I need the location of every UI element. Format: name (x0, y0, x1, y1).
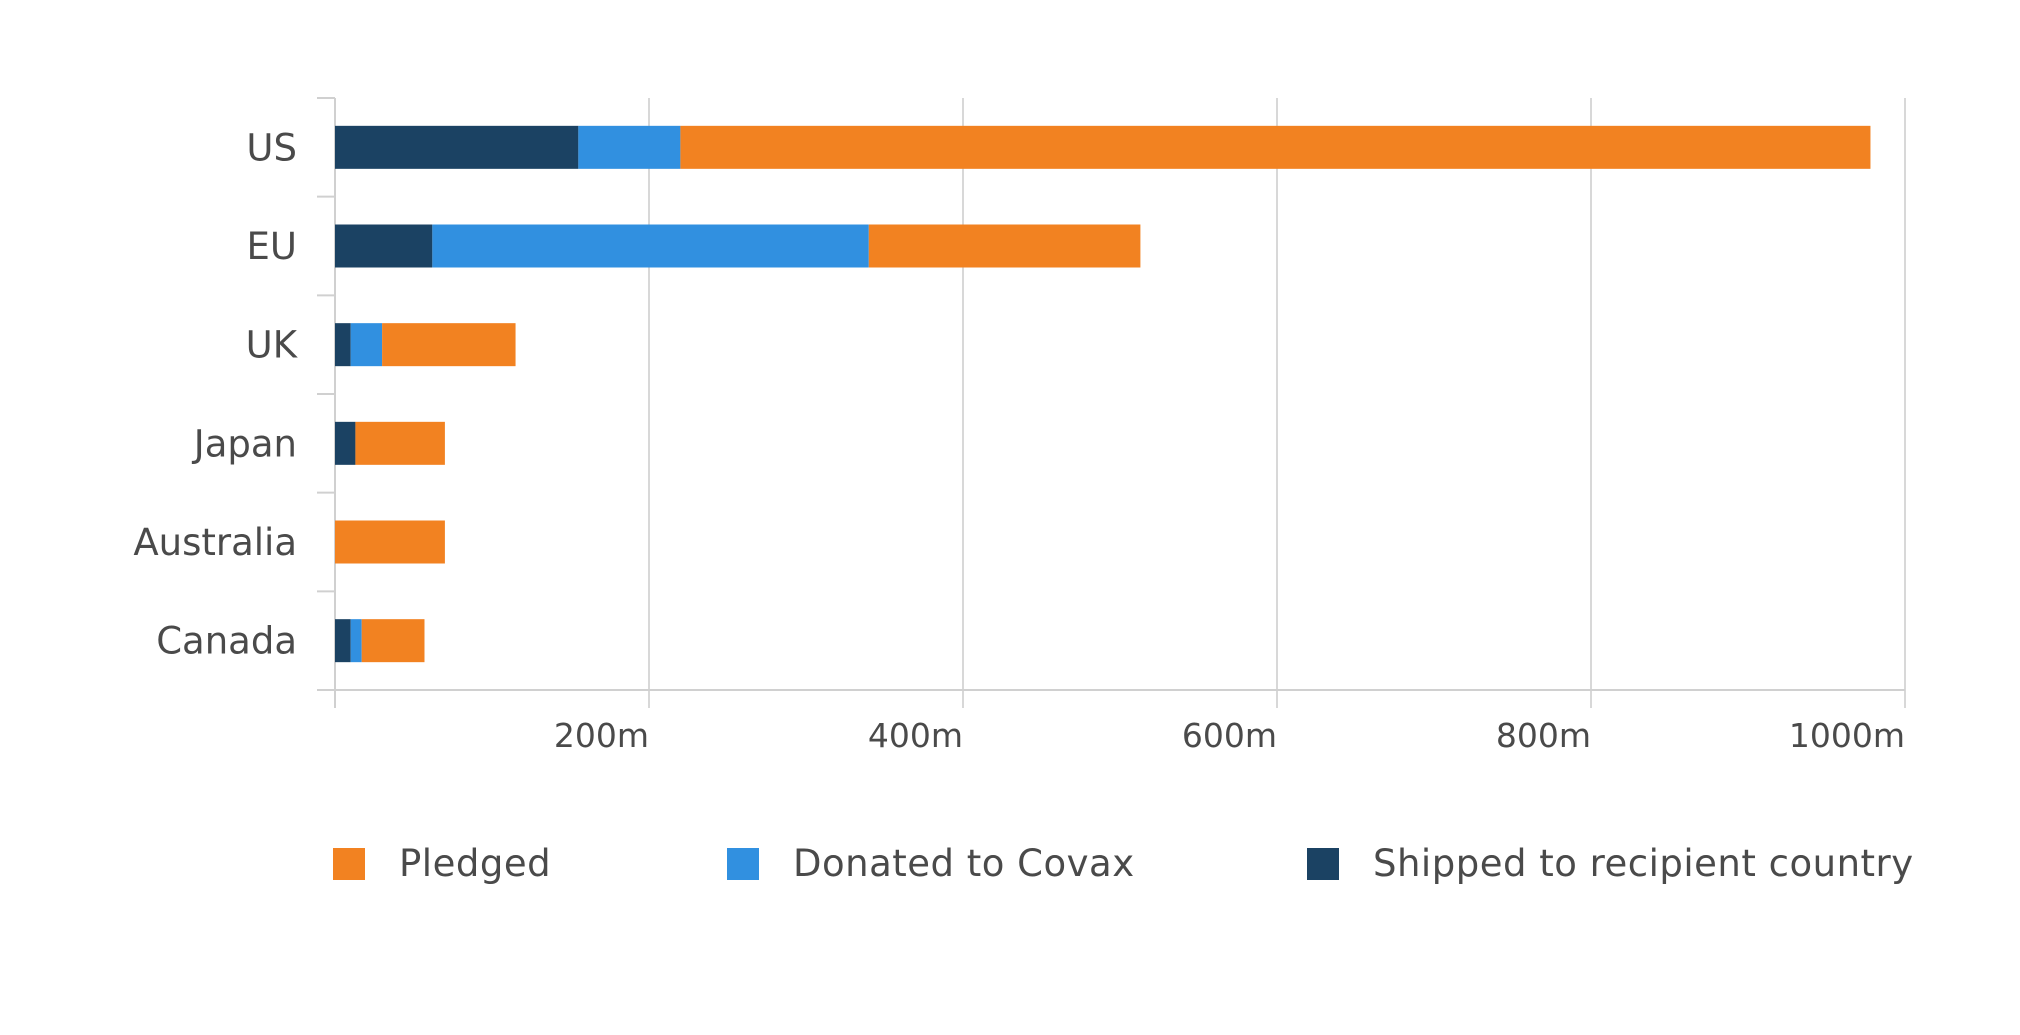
y-category-label: Japan (192, 422, 297, 465)
x-tick-label: 1000m (1789, 716, 1905, 755)
x-tick-label: 600m (1182, 716, 1277, 755)
bars (335, 125, 1871, 663)
x-tick-label: 400m (868, 716, 963, 755)
y-category-label: US (246, 126, 297, 169)
legend-item-donated-to-covax[interactable]: Donated to Covax (727, 845, 1135, 882)
y-category-label: UK (246, 324, 299, 367)
bar-segment[interactable] (335, 619, 351, 663)
x-tick-label: 800m (1496, 716, 1591, 755)
bar-segment[interactable] (335, 520, 445, 564)
legend: Pledged Donated to Covax Shipped to reci… (0, 845, 2020, 905)
bar-segment[interactable] (680, 125, 1871, 169)
gridlines (648, 98, 1906, 708)
legend-swatch-donated-to-covax (727, 847, 759, 880)
y-category-label: EU (247, 225, 297, 268)
bar-segment[interactable] (335, 125, 579, 169)
x-tick-label: 200m (554, 716, 649, 755)
bar-segment[interactable] (335, 421, 356, 465)
legend-label-shipped-to-recipient-country: Shipped to recipient country (1373, 842, 1914, 885)
y-category-label: Australia (133, 521, 297, 564)
bar-segment[interactable] (382, 323, 516, 367)
bar-segment[interactable] (335, 224, 433, 268)
y-category-label: Canada (156, 620, 297, 663)
legend-swatch-shipped-to-recipient-country (1307, 847, 1339, 880)
bar-segment[interactable] (350, 323, 383, 367)
legend-label-donated-to-covax: Donated to Covax (793, 842, 1135, 885)
legend-item-pledged[interactable]: Pledged (333, 845, 551, 882)
axes (317, 97, 1905, 708)
bar-segment[interactable] (432, 224, 869, 268)
legend-swatch-pledged (333, 847, 365, 880)
bar-segment[interactable] (361, 619, 425, 663)
bar-segment[interactable] (335, 323, 351, 367)
legend-item-shipped-to-recipient-country[interactable]: Shipped to recipient country (1307, 845, 1914, 882)
bar-segment[interactable] (578, 125, 681, 169)
bar-segment[interactable] (350, 619, 362, 663)
bar-segment[interactable] (868, 224, 1141, 268)
bar-segment[interactable] (355, 421, 445, 465)
labels: 200m 400m 600m 800m 1000m US EU UK Japan Australi… (133, 126, 1905, 755)
legend-label-pledged: Pledged (399, 842, 552, 885)
